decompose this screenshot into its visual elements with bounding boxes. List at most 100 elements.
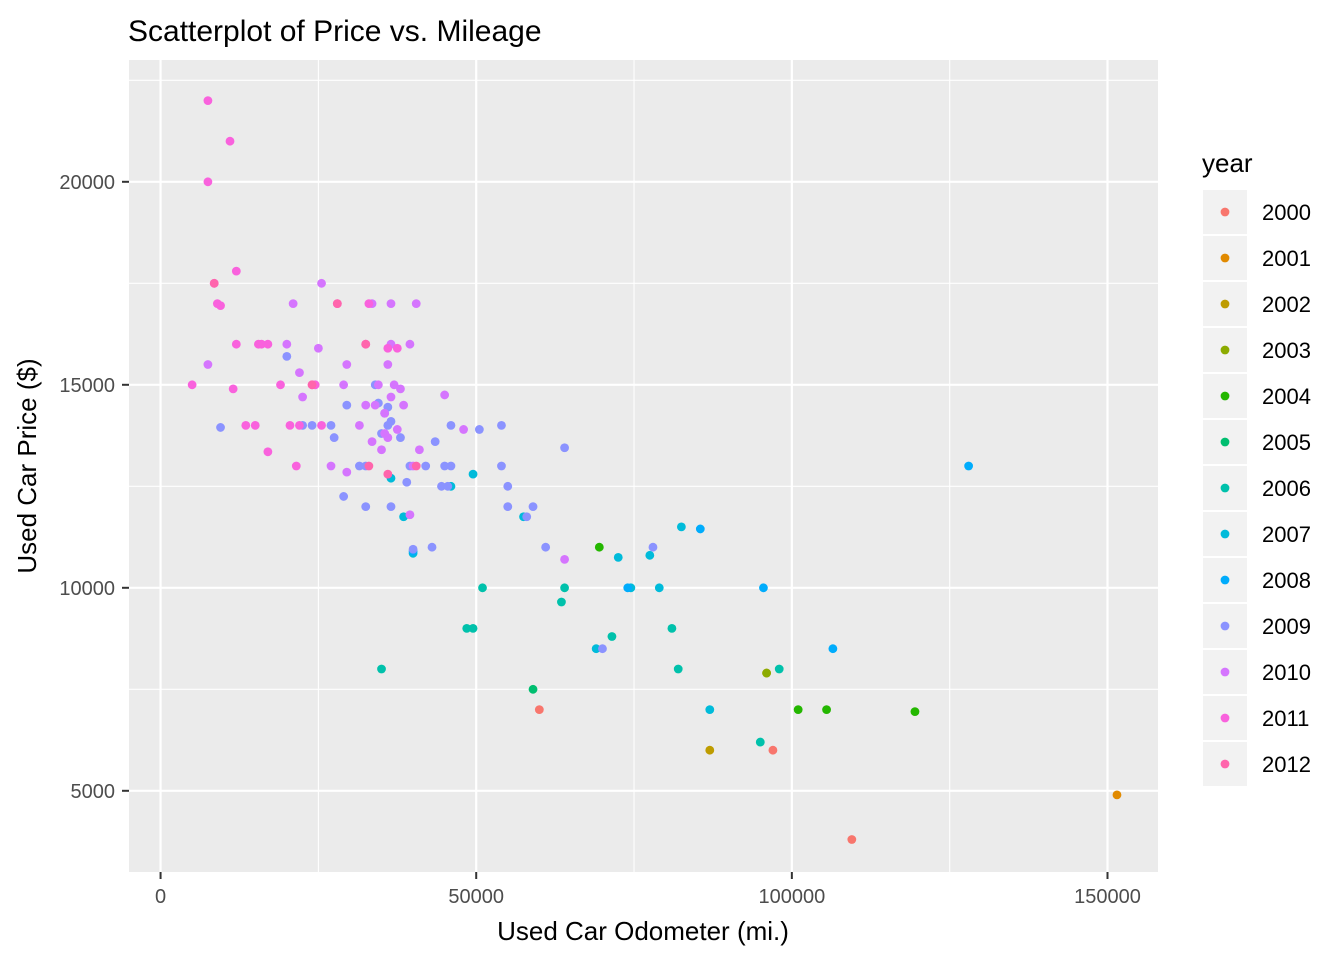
y-tick-label: 15000 xyxy=(59,375,115,397)
legend-label: 2007 xyxy=(1262,522,1311,547)
legend-label: 2010 xyxy=(1262,660,1311,685)
point-2011 xyxy=(203,96,213,105)
point-2010 xyxy=(367,437,377,447)
x-tick-label: 150000 xyxy=(1074,886,1141,908)
point-2011 xyxy=(231,266,241,276)
point-2012 xyxy=(307,380,317,390)
point-2010 xyxy=(326,461,336,471)
point-2006 xyxy=(667,624,677,633)
point-2007 xyxy=(591,644,601,654)
point-2009 xyxy=(541,542,551,552)
point-2009 xyxy=(440,461,450,471)
legend-label: 2000 xyxy=(1262,200,1311,225)
point-2006 xyxy=(774,664,784,674)
point-2009 xyxy=(355,461,364,471)
point-2010 xyxy=(295,368,304,378)
point-2007 xyxy=(468,469,478,479)
point-2010 xyxy=(288,299,298,308)
point-2009 xyxy=(497,421,506,430)
y-tick-label: 10000 xyxy=(59,578,115,600)
legend-label: 2008 xyxy=(1262,568,1311,593)
point-2010 xyxy=(317,278,326,288)
point-2011 xyxy=(317,421,326,430)
x-tick-label: 0 xyxy=(155,886,166,908)
legend-swatch-2007 xyxy=(1220,529,1230,539)
point-2009 xyxy=(408,544,418,554)
point-2009 xyxy=(361,502,371,511)
point-2009 xyxy=(386,502,396,511)
point-2010 xyxy=(411,299,421,308)
point-2010 xyxy=(560,554,569,564)
point-2010 xyxy=(414,445,424,455)
point-2011 xyxy=(225,136,235,146)
point-2006 xyxy=(673,664,683,674)
legend-swatch-2012 xyxy=(1220,759,1230,769)
point-2011 xyxy=(291,461,301,471)
point-2009 xyxy=(339,492,349,501)
point-2010 xyxy=(342,467,352,477)
point-2004 xyxy=(594,542,604,552)
point-2010 xyxy=(355,421,364,430)
legend-label: 2004 xyxy=(1262,384,1311,409)
point-2009 xyxy=(307,421,317,430)
y-axis-label: Used Car Price ($) xyxy=(12,358,42,573)
point-2007 xyxy=(613,552,623,562)
grid-minor xyxy=(129,60,1158,872)
point-2010 xyxy=(342,360,352,369)
point-2010 xyxy=(339,380,349,390)
legend-title: year xyxy=(1202,148,1253,178)
x-axis: 0 50000 100000 150000 xyxy=(155,872,1141,908)
point-2006 xyxy=(462,624,472,633)
point-2010 xyxy=(459,425,468,434)
point-2009 xyxy=(503,502,513,511)
point-2009 xyxy=(430,437,440,447)
point-2012 xyxy=(383,469,393,479)
point-2011 xyxy=(231,339,241,349)
legend-swatch-2004 xyxy=(1220,391,1230,401)
legend-label: 2006 xyxy=(1262,476,1311,501)
point-2012 xyxy=(411,461,421,471)
grid-major xyxy=(129,60,1158,872)
point-2012 xyxy=(209,278,219,288)
legend-swatch-2005 xyxy=(1220,437,1230,447)
point-2004 xyxy=(822,705,831,714)
chart-title: Scatterplot of Price vs. Mileage xyxy=(128,15,542,48)
point-2010 xyxy=(386,299,396,308)
point-2011 xyxy=(257,339,266,349)
point-2012 xyxy=(332,299,342,308)
point-2004 xyxy=(793,705,803,714)
point-2010 xyxy=(383,360,393,369)
point-2008 xyxy=(828,644,838,654)
y-axis: 5000 10000 15000 20000 xyxy=(59,172,129,803)
point-2006 xyxy=(478,583,487,593)
point-2009 xyxy=(342,400,352,410)
point-2001 xyxy=(1112,790,1122,800)
legend-label: 2011 xyxy=(1262,706,1309,731)
point-2011 xyxy=(364,299,374,308)
legend-label: 2009 xyxy=(1262,614,1311,639)
point-2009 xyxy=(421,461,431,471)
point-2009 xyxy=(282,351,292,361)
point-2010 xyxy=(373,380,383,390)
data-points xyxy=(187,96,1122,844)
point-2004 xyxy=(910,707,920,717)
point-2009 xyxy=(326,421,336,430)
point-2010 xyxy=(392,425,402,434)
point-2010 xyxy=(405,510,415,520)
point-2000 xyxy=(534,705,544,714)
legend-swatch-2001 xyxy=(1220,253,1230,263)
legend-swatch-2000 xyxy=(1220,207,1230,217)
point-2010 xyxy=(282,339,292,349)
x-tick-label: 100000 xyxy=(758,886,825,908)
point-2011 xyxy=(216,301,225,311)
point-2006 xyxy=(468,624,478,633)
x-axis-label: Used Car Odometer (mi.) xyxy=(497,916,789,946)
point-2010 xyxy=(386,392,396,402)
y-tick-label: 5000 xyxy=(71,781,116,803)
point-2009 xyxy=(528,502,538,511)
point-2010 xyxy=(383,433,393,442)
point-2012 xyxy=(364,461,374,471)
point-2009 xyxy=(598,644,607,654)
point-2010 xyxy=(440,390,450,400)
